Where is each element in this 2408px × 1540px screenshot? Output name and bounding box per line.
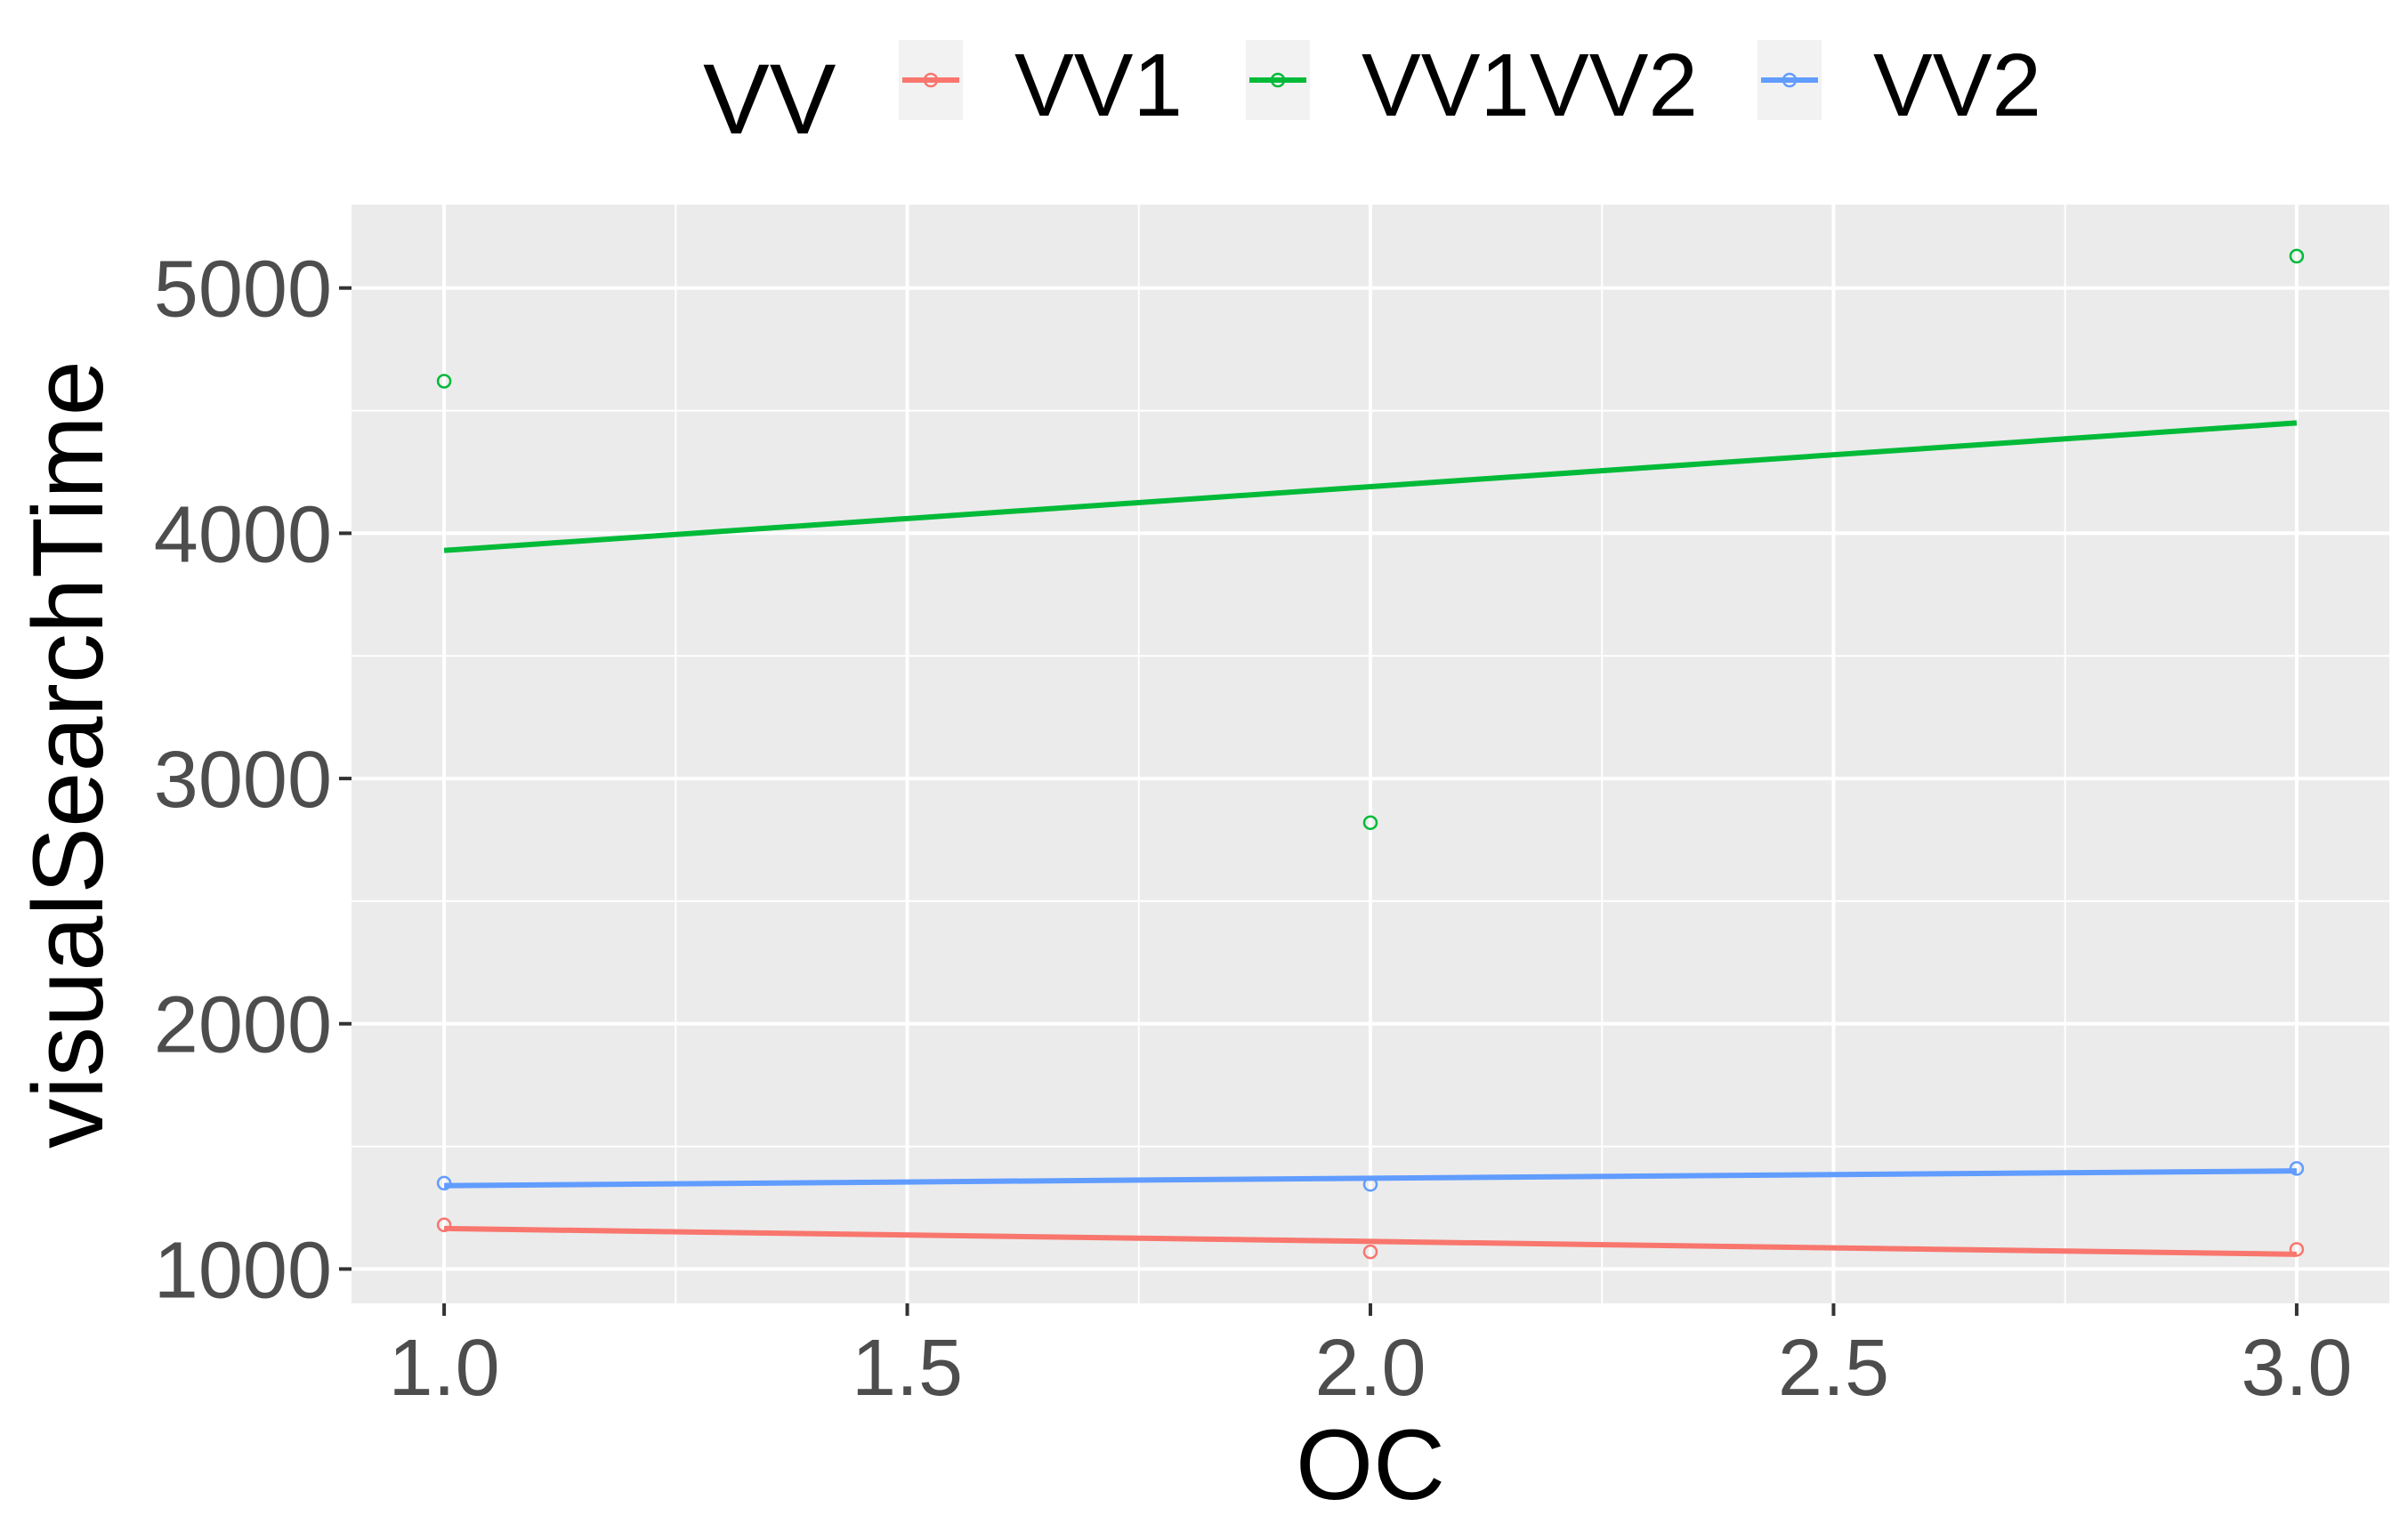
legend-key-point-vv2	[1782, 72, 1798, 88]
point-vv1	[2289, 1242, 2305, 1257]
x-tick-label: 3.0	[2241, 1324, 2352, 1413]
point-vv1vv2	[2289, 248, 2305, 264]
y-axis-title: visualSearchTime	[12, 360, 124, 1149]
y-tick-label: 3000	[154, 736, 332, 825]
y-axis-ticks: 1000 2000 3000 4000 5000	[154, 246, 352, 1315]
trend-line-vv1	[444, 1225, 2297, 1257]
point-vv2	[2289, 1161, 2305, 1176]
y-tick-label: 1000	[154, 1226, 332, 1315]
point-vv2	[1362, 1177, 1378, 1192]
x-tick-label: 1.0	[389, 1324, 500, 1413]
legend-title: VV	[703, 44, 836, 155]
point-vv1	[1362, 1244, 1378, 1260]
legend-label-vv2: VV2	[1873, 36, 2041, 135]
legend: VV VV1 VV1VV2 VV2	[703, 36, 2041, 155]
legend-key-point-vv1	[923, 72, 939, 88]
x-tick-label: 2.0	[1314, 1324, 1426, 1413]
x-tick-label: 1.5	[852, 1324, 963, 1413]
x-tick-label: 2.5	[1778, 1324, 1889, 1413]
legend-label-vv1: VV1	[1014, 36, 1183, 135]
point-vv1vv2	[1362, 815, 1378, 830]
x-axis-ticks: 1.0 1.5 2.0 2.5 3.0	[389, 1303, 2352, 1413]
y-tick-label: 4000	[154, 490, 332, 579]
y-tick-label: 5000	[154, 246, 332, 335]
data-points	[436, 248, 2305, 1260]
point-vv2	[436, 1175, 452, 1191]
legend-label-vv1vv2: VV1VV2	[1362, 36, 1698, 135]
grid-major	[352, 205, 2389, 1303]
trend-line-vv1vv2	[443, 420, 2298, 553]
point-vv1	[436, 1217, 452, 1233]
y-tick-label: 2000	[154, 981, 332, 1070]
x-axis-title: OC	[1296, 1409, 1445, 1520]
point-vv1vv2	[436, 374, 452, 389]
legend-key-point-vv1vv2	[1270, 72, 1286, 88]
